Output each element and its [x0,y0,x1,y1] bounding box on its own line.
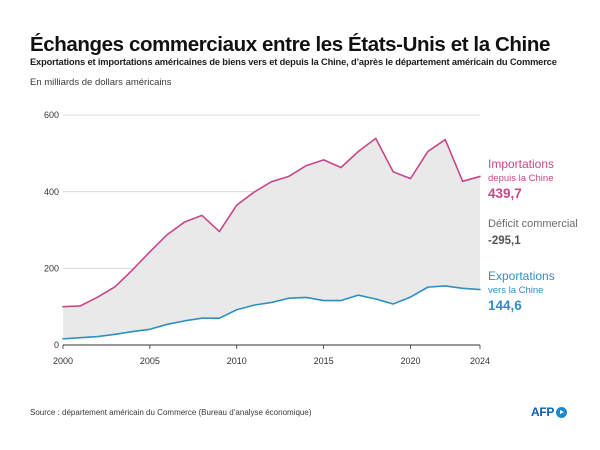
x-tick-label: 2010 [227,356,247,366]
exports-label: Exportations [488,269,555,283]
end-labels: Importations depuis la Chine 439,7 Défic… [488,157,578,313]
y-tick-label: 200 [44,264,59,274]
deficit-end-value: -295,1 [488,235,521,247]
axes: 0 200 400 600 2000 2005 2010 2015 2020 2024 [44,110,490,366]
x-tick-label: 2015 [314,356,334,366]
x-tick-label: 2020 [400,356,420,366]
deficit-label: Déficit commercial [488,218,578,230]
afp-logo-text: AFP [531,405,555,419]
x-tick-label: 2024 [470,356,490,366]
imports-label: Importations [488,157,554,171]
imports-line [62,137,481,308]
chart-title: Échanges commerciaux entre les États-Uni… [30,33,550,56]
y-tick-label: 600 [44,110,59,120]
exports-label-detail: vers la Chine [488,285,543,296]
exports-end-value: 144,6 [488,298,522,313]
y-tick-label: 0 [54,340,59,350]
unit-note: En milliards de dollars américains [30,77,172,88]
deficit-area [63,138,480,339]
x-tick-label: 2005 [140,356,160,366]
exports-line [62,285,481,340]
afp-logo-arrow-icon [556,406,568,418]
y-tick-label: 400 [44,187,59,197]
deficit-area-layer [63,138,480,339]
afp-logo: AFP [531,405,568,419]
imports-label-detail: depuis la Chine [488,173,554,184]
x-tick-label: 2000 [53,356,73,366]
series-lines [62,137,481,340]
imports-end-value: 439,7 [488,186,522,201]
chart-subtitle: Exportations et importations américaines… [30,57,557,67]
source-note: Source : département américain du Commer… [30,408,312,417]
